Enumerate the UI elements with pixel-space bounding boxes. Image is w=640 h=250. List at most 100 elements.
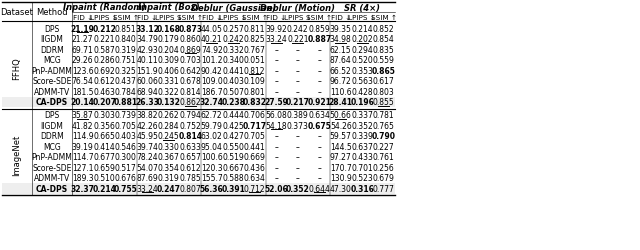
Text: 0.242: 0.242 xyxy=(223,35,244,44)
Text: 0.705: 0.705 xyxy=(115,121,137,130)
Text: –: – xyxy=(275,153,278,162)
Text: 54.07: 54.07 xyxy=(136,163,158,172)
Text: 0.257: 0.257 xyxy=(222,25,244,34)
Text: 50.66: 50.66 xyxy=(330,111,352,120)
Text: 39.19: 39.19 xyxy=(72,142,93,151)
Text: 0.665: 0.665 xyxy=(93,132,115,141)
Text: 0.051: 0.051 xyxy=(244,56,266,65)
Text: 33.24: 33.24 xyxy=(136,184,158,193)
Text: 0.703: 0.703 xyxy=(179,56,201,65)
Text: 0.286: 0.286 xyxy=(93,56,115,65)
Text: 0.340: 0.340 xyxy=(222,56,244,65)
Text: 0.751: 0.751 xyxy=(115,56,136,65)
Text: 32.37: 32.37 xyxy=(71,184,95,193)
Text: 62.72: 62.72 xyxy=(201,111,223,120)
Text: 0.854: 0.854 xyxy=(373,35,395,44)
Text: 0.642: 0.642 xyxy=(179,66,201,76)
Text: SR (4×): SR (4×) xyxy=(344,4,380,13)
Text: Method: Method xyxy=(36,8,68,17)
Text: 34.98: 34.98 xyxy=(330,35,351,44)
Text: 0.865: 0.865 xyxy=(372,66,396,76)
Text: 0.433: 0.433 xyxy=(351,153,373,162)
Text: –: – xyxy=(296,88,300,96)
Text: 0.441: 0.441 xyxy=(244,142,266,151)
Text: 0.437: 0.437 xyxy=(115,77,137,86)
Text: 0.367: 0.367 xyxy=(158,153,180,162)
Text: –: – xyxy=(296,163,300,172)
Text: 97.27: 97.27 xyxy=(330,153,351,162)
Text: 76.54: 76.54 xyxy=(72,77,93,86)
Text: 0.245: 0.245 xyxy=(158,132,180,141)
Text: –: – xyxy=(317,46,321,54)
Text: 0.717: 0.717 xyxy=(243,121,267,130)
Text: –: – xyxy=(275,88,278,96)
Text: 39.92: 39.92 xyxy=(266,25,287,34)
Text: 0.403: 0.403 xyxy=(222,77,244,86)
Text: 0.319: 0.319 xyxy=(115,46,136,54)
Text: 0.214: 0.214 xyxy=(351,25,373,34)
Text: LPIPS ↓: LPIPS ↓ xyxy=(220,14,247,20)
Text: PnP-ADMM: PnP-ADMM xyxy=(31,153,72,162)
Text: 0.550: 0.550 xyxy=(222,142,244,151)
Text: –: – xyxy=(296,153,300,162)
Text: Score-SDE: Score-SDE xyxy=(32,77,72,86)
Text: 56.36: 56.36 xyxy=(200,184,223,193)
Text: 0.777: 0.777 xyxy=(373,184,395,193)
Text: 0.406: 0.406 xyxy=(158,66,180,76)
Text: 39.35: 39.35 xyxy=(330,25,352,34)
Text: IIGDM: IIGDM xyxy=(40,121,63,130)
Text: 0.403: 0.403 xyxy=(115,132,137,141)
Text: LPIPS ↓: LPIPS ↓ xyxy=(90,14,118,20)
Text: 0.356: 0.356 xyxy=(93,121,115,130)
Text: 109.0: 109.0 xyxy=(201,77,223,86)
Text: 181.5: 181.5 xyxy=(72,88,93,96)
Text: –: – xyxy=(296,142,300,151)
Text: 0.428: 0.428 xyxy=(351,88,373,96)
Text: 144.5: 144.5 xyxy=(330,142,351,151)
Text: 0.835: 0.835 xyxy=(373,46,395,54)
Text: 0.659: 0.659 xyxy=(93,163,115,172)
Text: 0.517: 0.517 xyxy=(115,163,136,172)
Text: 0.633: 0.633 xyxy=(179,142,201,151)
Text: 0.507: 0.507 xyxy=(222,88,244,96)
Text: 0.414: 0.414 xyxy=(93,142,115,151)
Text: 0.510: 0.510 xyxy=(93,174,115,182)
Text: 56.08: 56.08 xyxy=(266,111,287,120)
Text: –: – xyxy=(275,163,278,172)
Text: IIGDM: IIGDM xyxy=(40,35,63,44)
Text: 0.812: 0.812 xyxy=(244,66,266,76)
Text: 0.204: 0.204 xyxy=(158,46,180,54)
Text: 114.9: 114.9 xyxy=(72,132,93,141)
Text: –: – xyxy=(296,77,300,86)
Text: 0.825: 0.825 xyxy=(244,35,266,44)
Text: 120.3: 120.3 xyxy=(201,163,223,172)
Text: –: – xyxy=(317,56,321,65)
Text: 21.27: 21.27 xyxy=(72,35,93,44)
Text: 0.354: 0.354 xyxy=(158,163,180,172)
Text: 0.887: 0.887 xyxy=(307,35,332,44)
Text: 0.427: 0.427 xyxy=(222,132,244,141)
Text: 0.761: 0.761 xyxy=(373,153,395,162)
Text: PnP-ADMM: PnP-ADMM xyxy=(31,66,72,76)
Bar xyxy=(2,97,394,108)
Text: 0.389: 0.389 xyxy=(287,111,308,120)
Text: 0.238: 0.238 xyxy=(221,98,245,107)
Text: 40.21: 40.21 xyxy=(201,35,223,44)
Text: 0.692: 0.692 xyxy=(93,66,115,76)
Text: 127.1: 127.1 xyxy=(72,163,93,172)
Text: 0.667: 0.667 xyxy=(222,163,244,172)
Text: 101.2: 101.2 xyxy=(201,56,223,65)
Text: 87.64: 87.64 xyxy=(330,56,351,65)
Text: FID ↓: FID ↓ xyxy=(202,14,222,20)
Text: –: – xyxy=(296,56,300,65)
Text: 0.862: 0.862 xyxy=(179,98,201,107)
Text: 0.352: 0.352 xyxy=(286,184,310,193)
Text: Inpaint (Random): Inpaint (Random) xyxy=(63,4,146,13)
Text: 186.7: 186.7 xyxy=(201,88,223,96)
Text: 33.12: 33.12 xyxy=(135,25,159,34)
Text: 0.785: 0.785 xyxy=(179,174,201,182)
Text: 0.325: 0.325 xyxy=(115,66,136,76)
Text: 0.352: 0.352 xyxy=(351,121,373,130)
Text: SSIM ↑: SSIM ↑ xyxy=(113,14,139,20)
Text: 0.436: 0.436 xyxy=(244,163,266,172)
